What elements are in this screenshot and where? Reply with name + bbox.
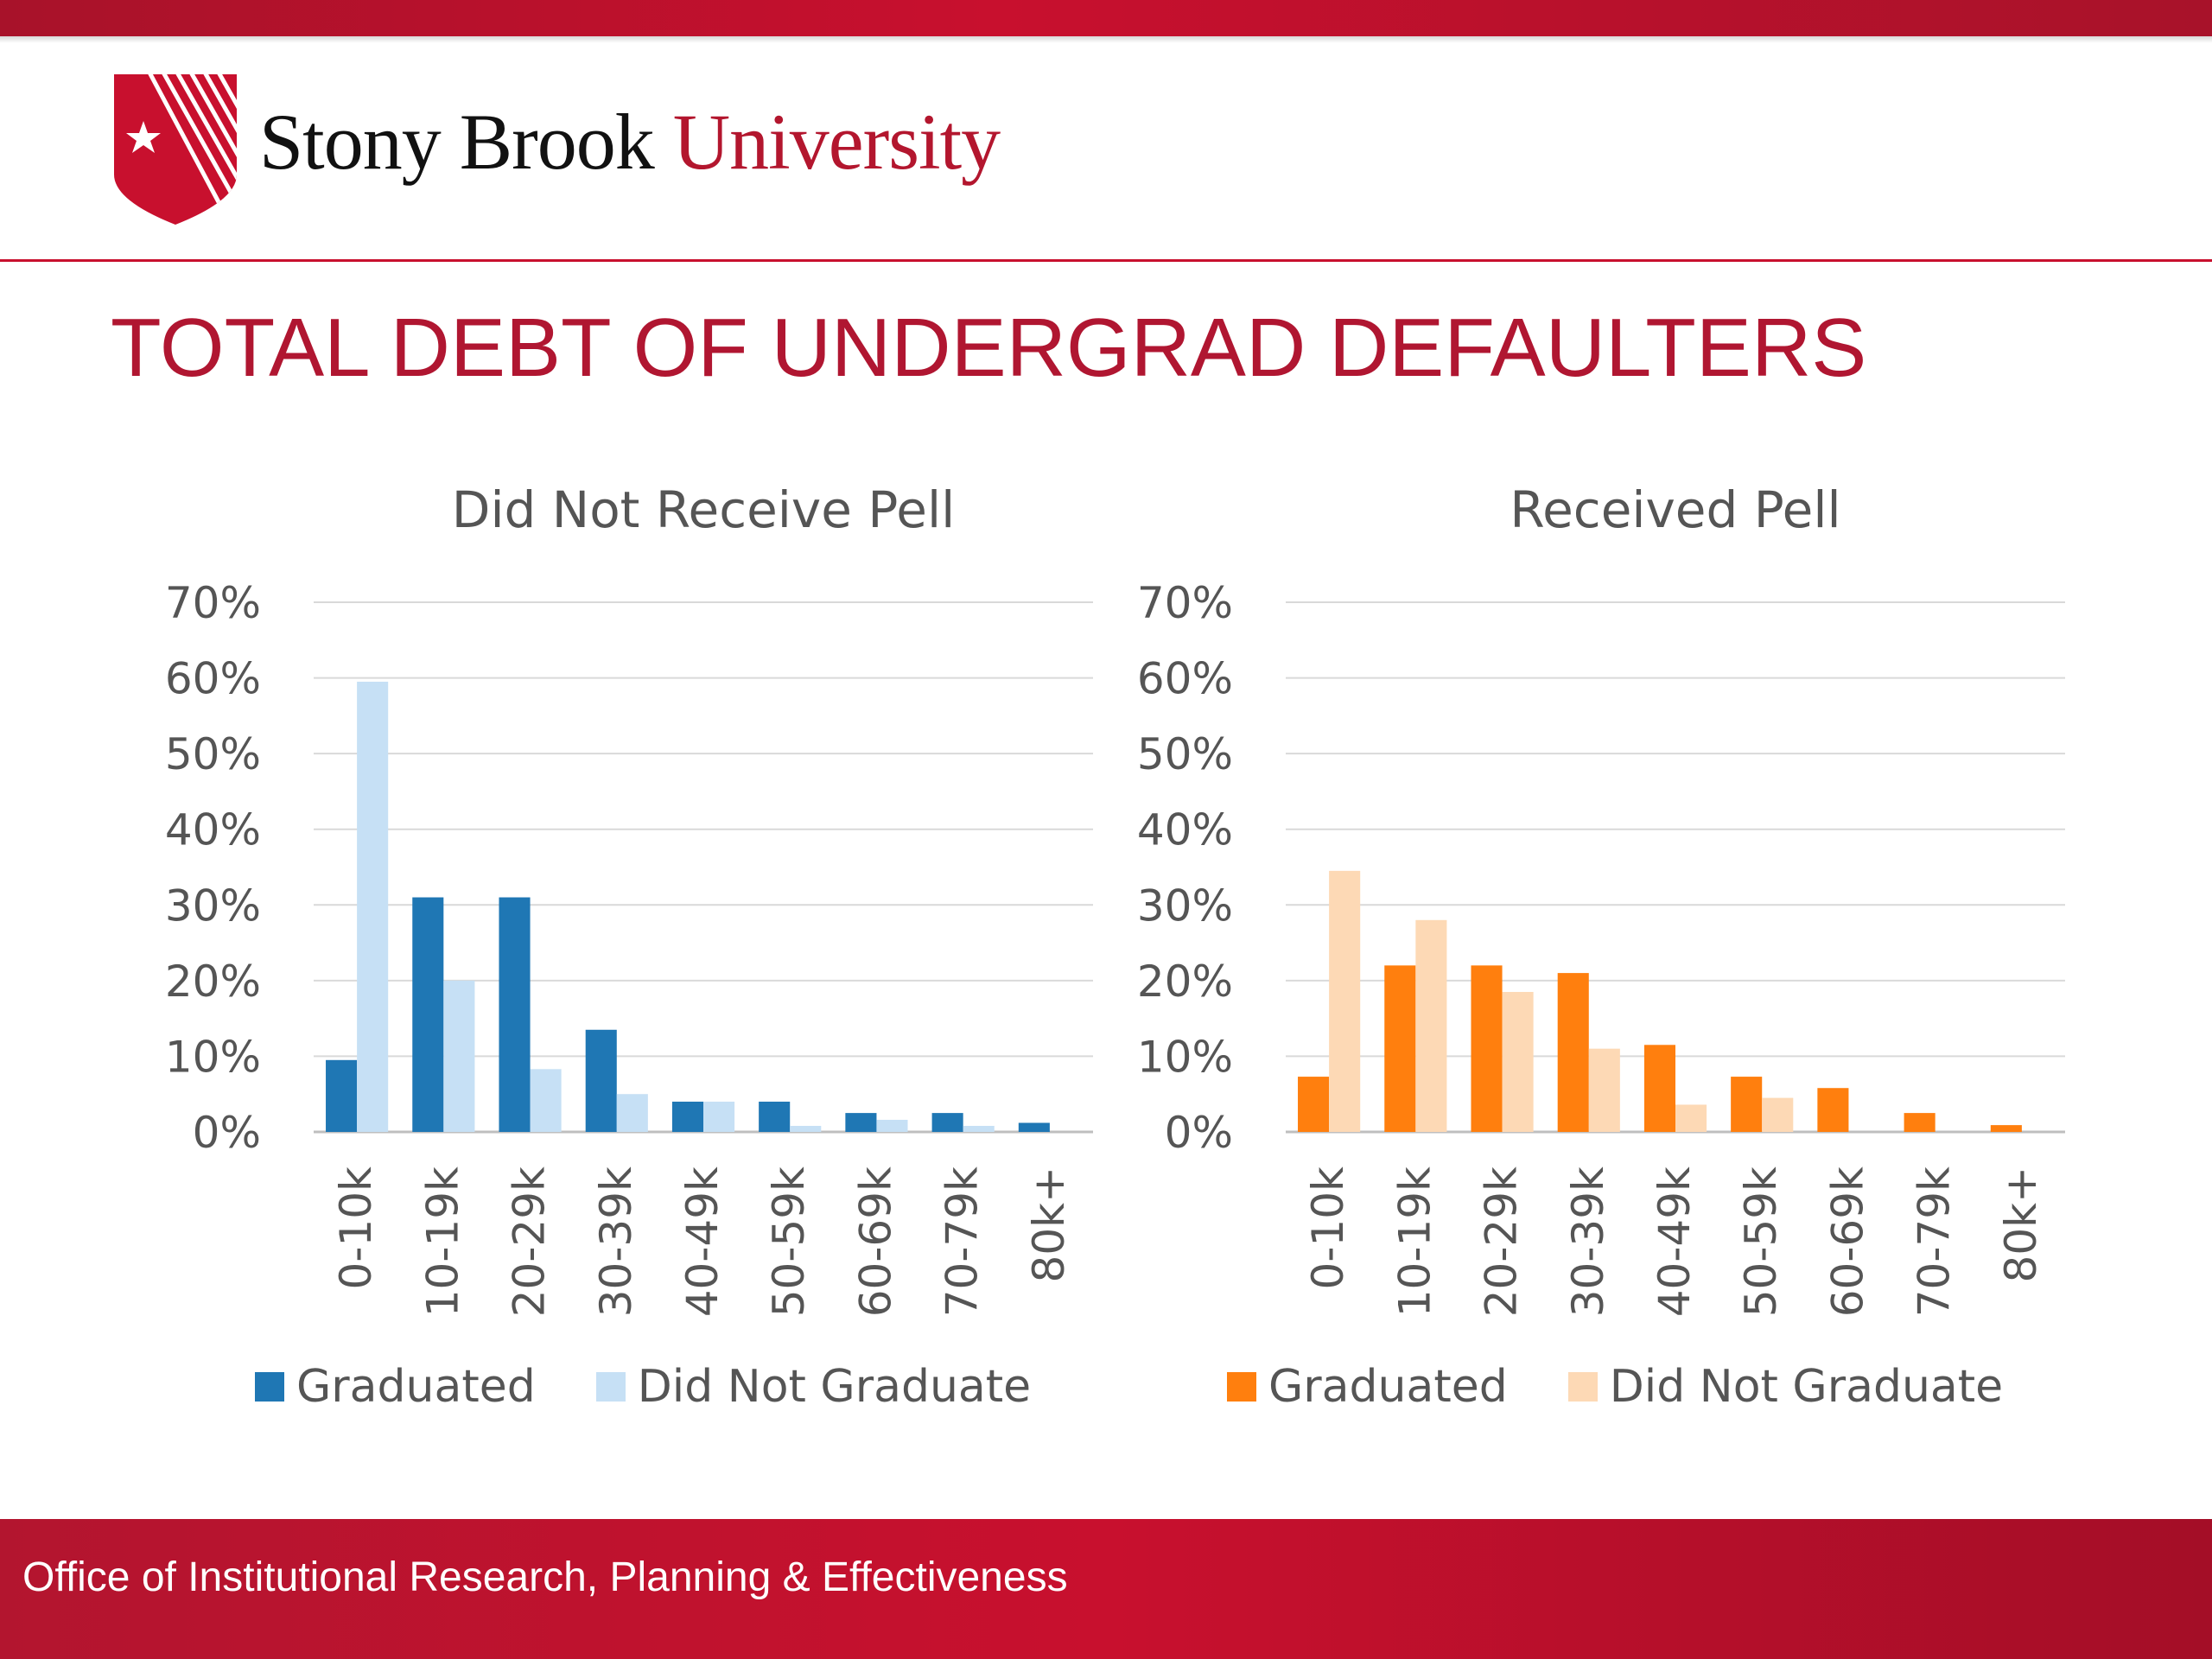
bar-did-not-graduate bbox=[963, 1125, 995, 1132]
chart-0-legend: Graduated Did Not Graduate bbox=[255, 1361, 1091, 1413]
bar-did-not-graduate bbox=[357, 681, 389, 1132]
bar-graduated bbox=[1904, 1113, 1936, 1132]
y-tick-label: 40% bbox=[1137, 805, 1233, 855]
bar-did-not-graduate bbox=[1762, 1097, 1794, 1132]
bar-graduated bbox=[1018, 1122, 1050, 1132]
x-tick-label: 40-49k bbox=[1649, 1166, 1700, 1317]
bar-graduated bbox=[671, 1101, 703, 1132]
x-tick-label: 60-69k bbox=[1822, 1166, 1872, 1317]
bar-graduated bbox=[1990, 1125, 2022, 1132]
x-tick-label: 30-39k bbox=[1563, 1166, 1613, 1317]
x-tick-label: 50-59k bbox=[764, 1166, 814, 1317]
bar-graduated bbox=[499, 897, 531, 1132]
y-tick-label: 70% bbox=[1137, 578, 1233, 628]
bar-did-not-graduate bbox=[616, 1094, 648, 1132]
x-tick-label: 10-19k bbox=[417, 1166, 467, 1317]
legend-item-did-not-graduate: Did Not Graduate bbox=[1567, 1361, 2004, 1413]
chart-1-svg: Received Pell 0% 10% 20% 30% 40% 50% 60% 70% 0-10… bbox=[1137, 480, 2065, 1317]
slide-title: TOTAL DEBT OF UNDERGRAD DEFAULTERS bbox=[111, 302, 1867, 394]
legend-item-did-not-graduate: Did Not Graduate bbox=[595, 1361, 1032, 1413]
legend-label-did-not-graduate: Did Not Graduate bbox=[1609, 1361, 2004, 1413]
brand-wordmark: Stony Brook University bbox=[259, 102, 1001, 181]
x-tick-label: 20-29k bbox=[1477, 1166, 1527, 1317]
y-tick-label: 50% bbox=[1137, 729, 1233, 779]
header-divider bbox=[0, 259, 2212, 262]
y-tick-label: 60% bbox=[1137, 654, 1233, 704]
y-tick-label: 50% bbox=[165, 729, 261, 779]
y-tick-label: 30% bbox=[1137, 880, 1233, 931]
legend-label-did-not-graduate: Did Not Graduate bbox=[637, 1361, 1032, 1413]
shield-star-logo-icon bbox=[111, 71, 240, 226]
x-tick-label: 0-10k bbox=[1303, 1166, 1353, 1289]
y-tick-label: 20% bbox=[165, 957, 261, 1007]
bar-did-not-graduate bbox=[876, 1119, 908, 1132]
legend-swatch-graduated bbox=[1227, 1372, 1256, 1402]
bar-graduated bbox=[759, 1101, 791, 1132]
bar-did-not-graduate bbox=[703, 1101, 735, 1132]
bar-graduated bbox=[326, 1059, 358, 1132]
brand-name-part2: University bbox=[672, 98, 1001, 186]
legend-swatch-graduated bbox=[255, 1372, 284, 1402]
top-brand-band bbox=[0, 0, 2212, 36]
y-tick-label: 10% bbox=[1137, 1032, 1233, 1082]
y-tick-label: 0% bbox=[193, 1108, 261, 1158]
x-tick-label: 10-19k bbox=[1389, 1166, 1440, 1317]
legend-item-graduated: Graduated bbox=[1227, 1361, 1508, 1413]
bar-graduated bbox=[1298, 1077, 1330, 1132]
bar-did-not-graduate bbox=[443, 980, 475, 1132]
legend-item-graduated: Graduated bbox=[255, 1361, 536, 1413]
chart-title: Received Pell bbox=[1510, 480, 1840, 539]
footer-text: Office of Institutional Research, Planni… bbox=[22, 1554, 1068, 1600]
x-tick-label: 40-49k bbox=[677, 1166, 728, 1317]
y-tick-label: 30% bbox=[165, 880, 261, 931]
bar-graduated bbox=[1384, 965, 1416, 1132]
bar-graduated bbox=[1471, 965, 1503, 1132]
y-tick-label: 70% bbox=[165, 578, 261, 628]
bar-graduated bbox=[585, 1029, 617, 1132]
x-tick-label: 80k+ bbox=[1024, 1166, 1074, 1282]
x-tick-label: 20-29k bbox=[505, 1166, 555, 1317]
y-tick-label: 10% bbox=[165, 1032, 261, 1082]
y-tick-label: 40% bbox=[165, 805, 261, 855]
y-tick-label: 60% bbox=[165, 654, 261, 704]
legend-label-graduated: Graduated bbox=[296, 1361, 536, 1413]
brand-name-part1: Stony Brook bbox=[259, 98, 655, 186]
y-tick-label: 0% bbox=[1165, 1108, 1233, 1158]
bar-graduated bbox=[931, 1113, 963, 1132]
chart-0-svg: Did Not Receive Pell 0% 10% 20% 30% 40% 50% 60%… bbox=[165, 480, 1093, 1317]
bar-graduated bbox=[412, 897, 444, 1132]
chart-received-pell: Received Pell 0% 10% 20% 30% 40% 50% 60% 70% 0-10… bbox=[1128, 458, 2130, 1434]
bar-did-not-graduate bbox=[1588, 1048, 1620, 1132]
bar-did-not-graduate bbox=[530, 1069, 562, 1132]
bar-did-not-graduate bbox=[1502, 991, 1534, 1132]
footer-band: Office of Institutional Research, Planni… bbox=[0, 1519, 2212, 1659]
legend-label-graduated: Graduated bbox=[1268, 1361, 1508, 1413]
x-tick-label: 60-69k bbox=[850, 1166, 900, 1317]
y-tick-label: 20% bbox=[1137, 957, 1233, 1007]
bar-did-not-graduate bbox=[790, 1125, 822, 1132]
top-band-shadow bbox=[0, 36, 2212, 43]
x-tick-label: 0-10k bbox=[331, 1166, 381, 1289]
chart-1-legend: Graduated Did Not Graduate bbox=[1227, 1361, 2063, 1413]
x-tick-label: 80k+ bbox=[1996, 1166, 2046, 1282]
bar-graduated bbox=[1643, 1045, 1675, 1132]
bar-did-not-graduate bbox=[1329, 870, 1361, 1132]
bar-graduated bbox=[1817, 1088, 1849, 1132]
chart-title: Did Not Receive Pell bbox=[452, 480, 955, 539]
x-tick-label: 30-39k bbox=[591, 1166, 641, 1317]
bar-did-not-graduate bbox=[1675, 1104, 1707, 1132]
x-tick-label: 70-79k bbox=[938, 1166, 988, 1317]
legend-swatch-did-not-graduate bbox=[1567, 1372, 1598, 1402]
chart-did-not-receive-pell: Did Not Receive Pell 0% 10% 20% 30% 40% 50% 60%… bbox=[156, 458, 1158, 1434]
bar-graduated bbox=[1557, 973, 1589, 1132]
bar-graduated bbox=[1731, 1077, 1763, 1132]
bar-did-not-graduate bbox=[1415, 919, 1447, 1132]
bar-graduated bbox=[845, 1113, 877, 1132]
legend-swatch-did-not-graduate bbox=[595, 1372, 626, 1402]
x-tick-label: 70-79k bbox=[1910, 1166, 1960, 1317]
x-tick-label: 50-59k bbox=[1736, 1166, 1786, 1317]
